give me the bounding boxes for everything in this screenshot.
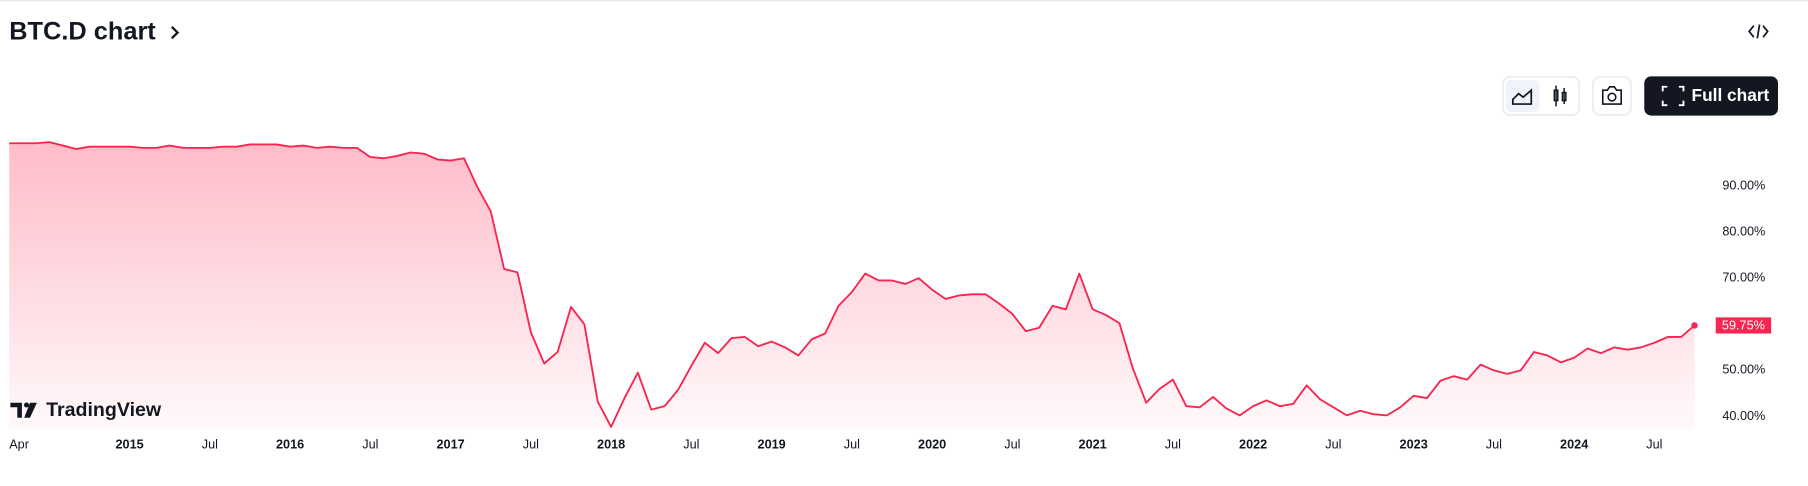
x-tick-label: Jul: [362, 438, 378, 452]
x-tick-label: 2020: [918, 438, 946, 452]
last-point: [1691, 322, 1698, 329]
x-tick-label: Jul: [1325, 438, 1341, 452]
x-tick-label: Jul: [1004, 438, 1020, 452]
x-tick-label: Jul: [683, 438, 699, 452]
y-tick-label: 40.00%: [1722, 409, 1765, 423]
x-tick-label: 2023: [1400, 438, 1428, 452]
snapshot-button[interactable]: [1592, 76, 1632, 116]
page-title[interactable]: BTC.D chart: [9, 17, 156, 45]
x-tick-label: Jul: [1646, 438, 1662, 452]
x-tick-label: 2017: [437, 438, 465, 452]
x-tick-label: Jul: [1165, 438, 1181, 452]
x-tick-label: 2019: [758, 438, 786, 452]
tradingview-logo[interactable]: TradingView: [10, 399, 162, 421]
line: [9, 141, 1696, 428]
y-tick-label: 80.00%: [1722, 224, 1765, 238]
full-chart-button[interactable]: Full chart: [1644, 76, 1779, 116]
x-tick-label: 2015: [116, 438, 144, 452]
area-icon: [1511, 88, 1533, 105]
x-tick-label: 2016: [276, 438, 304, 452]
embed-button[interactable]: [1748, 24, 1769, 39]
x-tick-label: 2018: [597, 438, 625, 452]
title-chevron[interactable]: [170, 25, 180, 40]
plot-area: 40.00%50.00%60.00%70.00%80.00%90.00%Apr2…: [9, 141, 1772, 452]
full-chart-label[interactable]: Full chart: [1692, 85, 1770, 105]
value-label-box: [1715, 317, 1772, 334]
chart-style-toggle: [1502, 76, 1580, 116]
x-tick-label: 2024: [1560, 438, 1588, 452]
x-tick-label: Jul: [202, 438, 218, 452]
x-tick-label: Apr: [9, 438, 29, 452]
logo-text[interactable]: TradingView: [46, 399, 162, 421]
area-fill: [9, 142, 1695, 430]
x-tick-label: Jul: [1486, 438, 1502, 452]
candle-style-button[interactable]: [1553, 85, 1567, 107]
y-tick-label: 70.00%: [1722, 271, 1765, 285]
value-label: 59.75%: [1722, 318, 1765, 332]
x-tick-label: 2022: [1239, 438, 1267, 452]
x-tick-label: Jul: [523, 438, 539, 452]
x-tick-label: Jul: [844, 438, 860, 452]
y-tick-label: 90.00%: [1722, 178, 1765, 192]
y-tick-label: 50.00%: [1722, 363, 1765, 377]
x-tick-label: 2021: [1079, 438, 1107, 452]
